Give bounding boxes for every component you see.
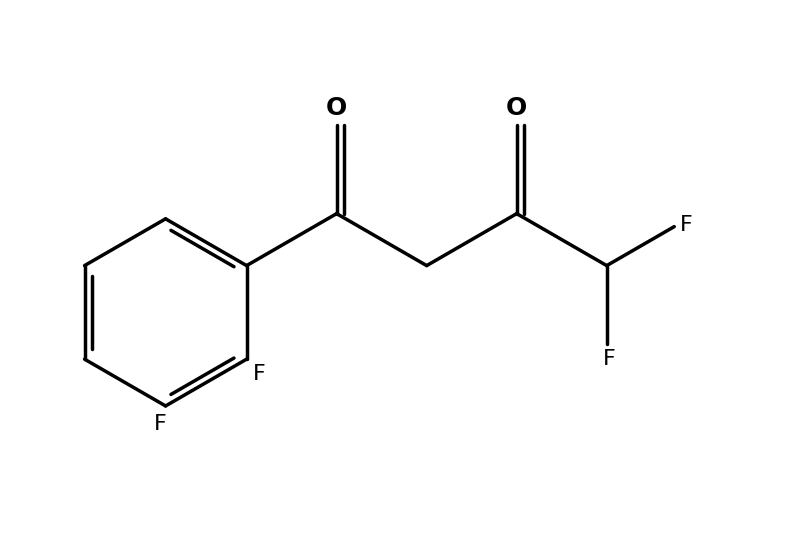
Text: F: F	[603, 349, 615, 369]
Text: F: F	[679, 215, 692, 235]
Text: F: F	[154, 414, 167, 434]
Text: F: F	[253, 364, 265, 384]
Text: O: O	[506, 96, 528, 120]
Text: O: O	[326, 96, 348, 120]
